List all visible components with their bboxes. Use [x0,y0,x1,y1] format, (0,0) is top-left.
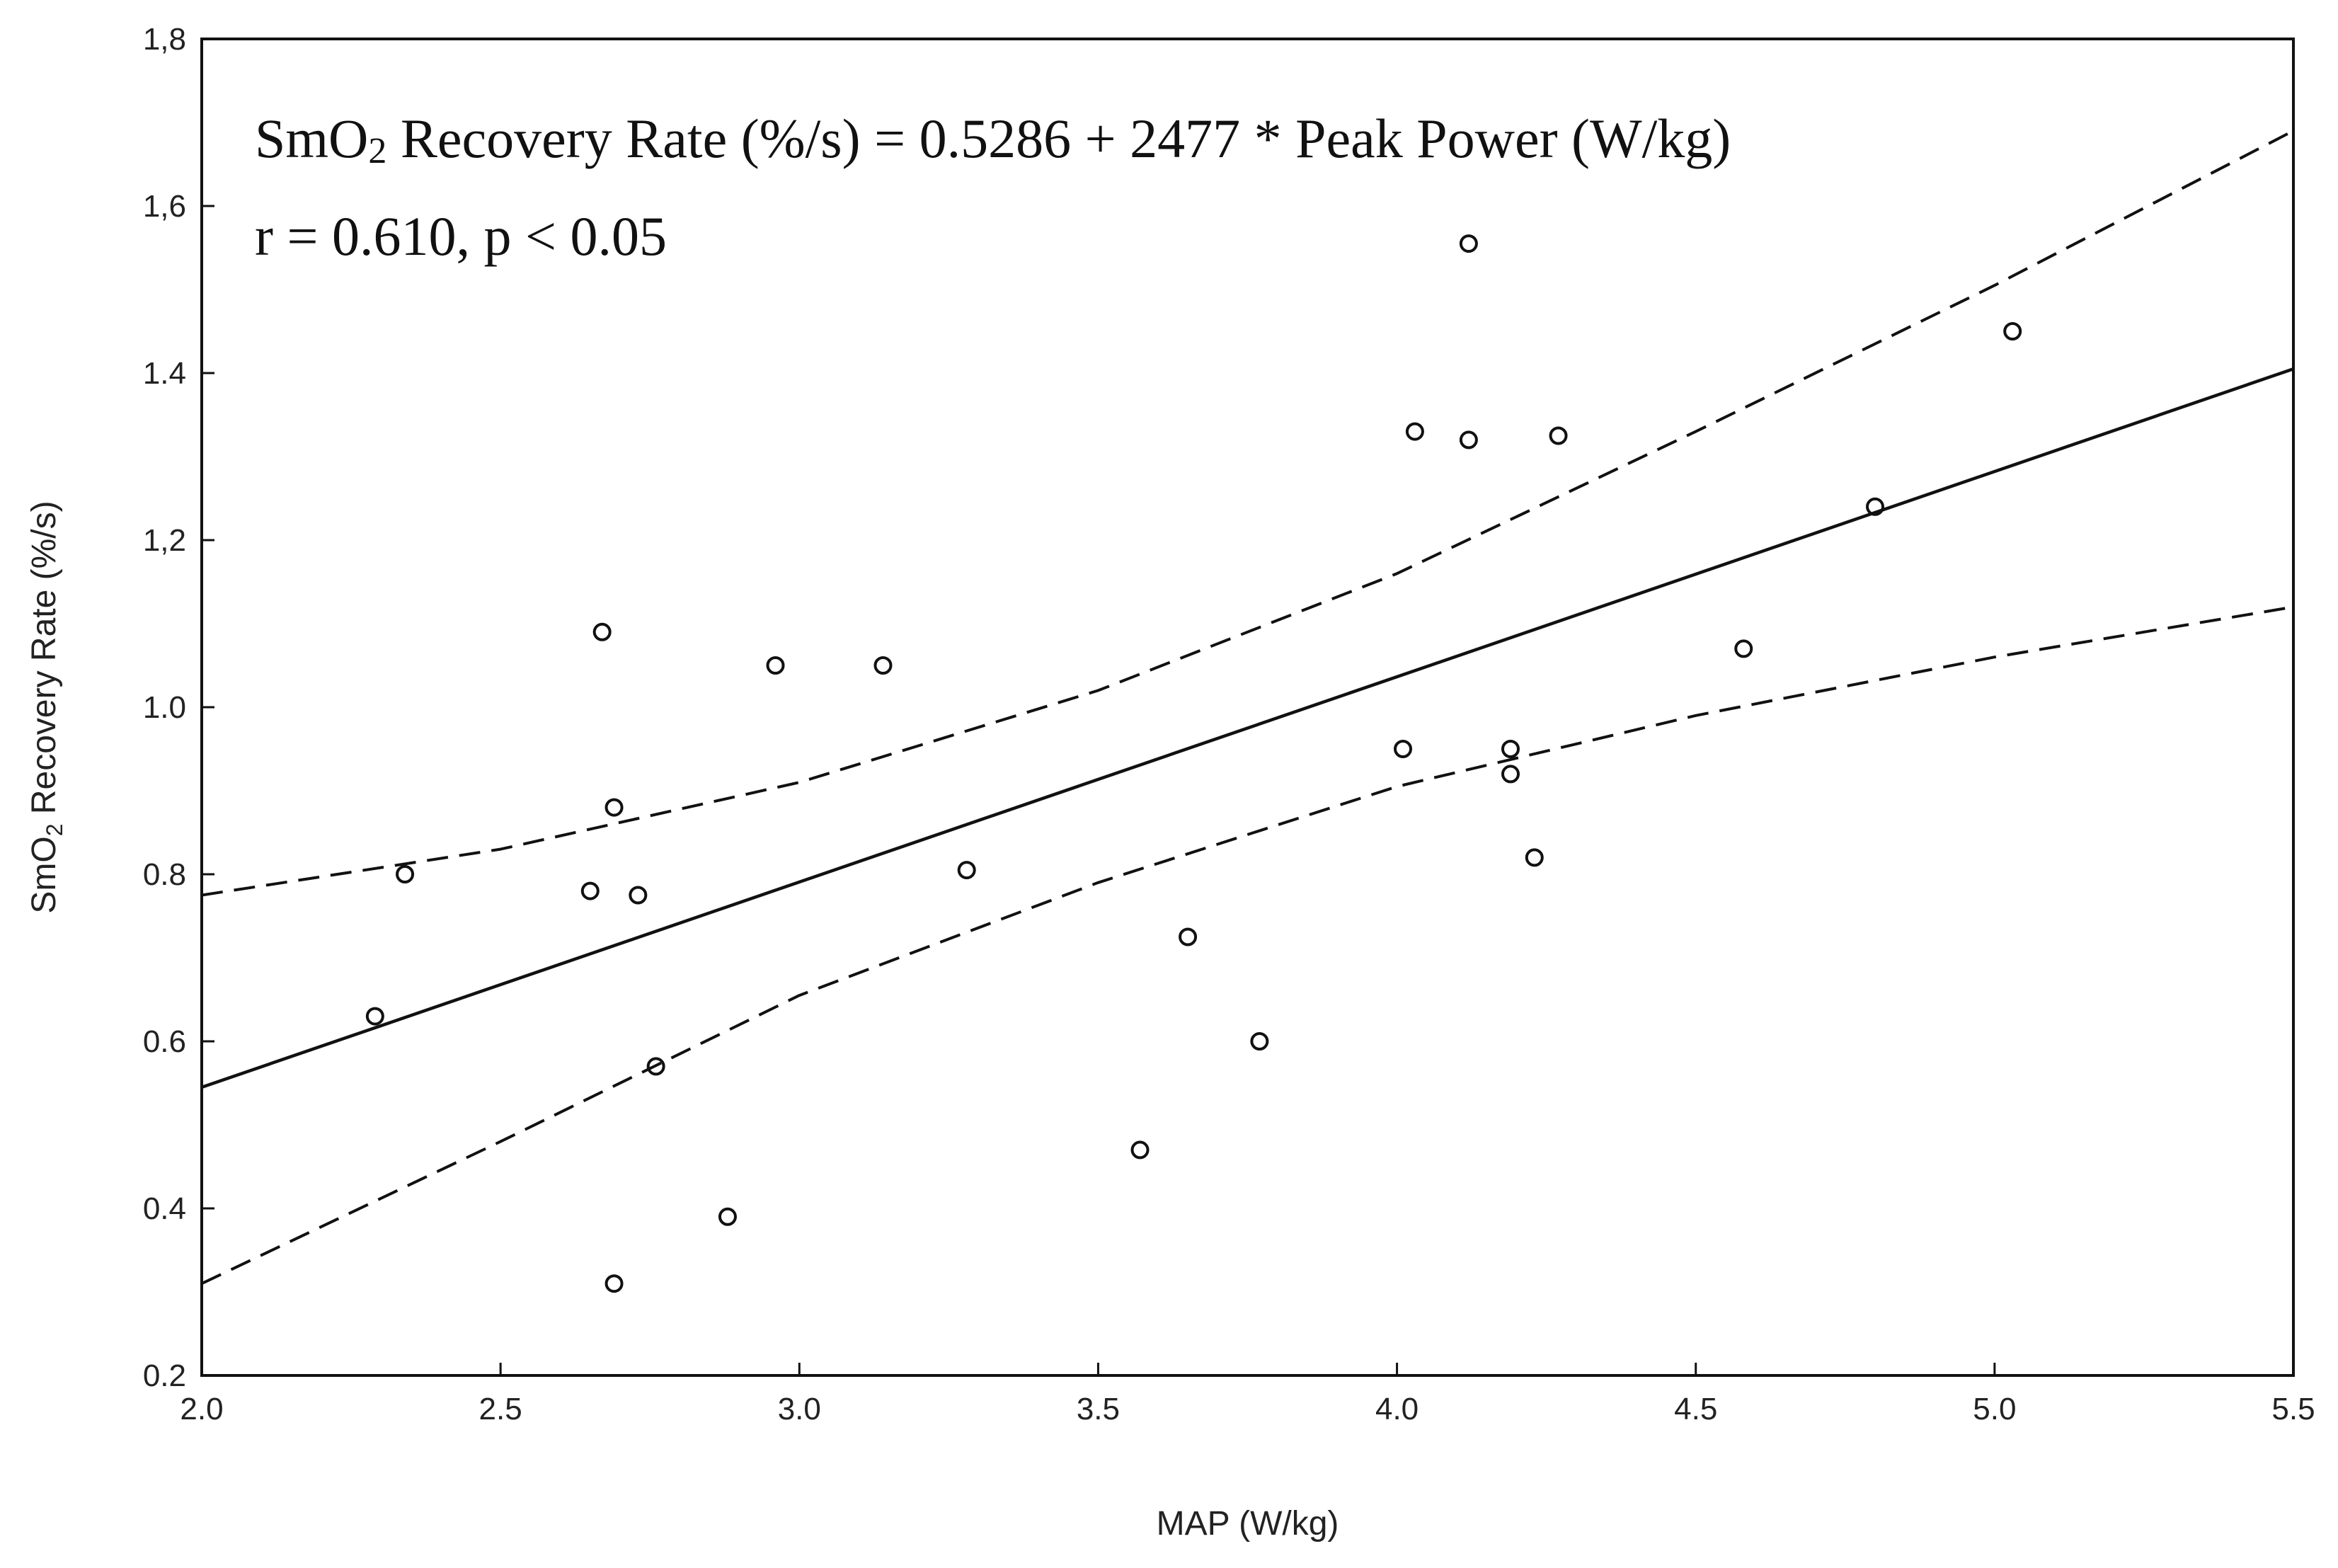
y-axis-label-subscript: 2 [42,823,67,836]
y-tick-label: 1,2 [143,523,186,558]
axis-layer: 2.0 2.5 3.0 3.5 4.0 4.5 5.0 5.5 0.2 0.4 0.6 0.8 1.0 1… [25,22,2315,1543]
x-tick-label: 2.0 [180,1392,223,1426]
y-tick-label: 1,6 [143,189,186,224]
scatter-point [629,886,648,905]
scatter-point [604,798,624,817]
scatter-point [396,865,415,883]
scatter-point [580,881,600,900]
y-tick-label: 1.0 [143,690,186,725]
scatter-point [1501,765,1520,784]
scatter-point [957,861,976,880]
regression-line [202,367,2293,1089]
scatter-point [1734,639,1753,658]
equation-prefix: SmO [255,108,368,169]
y-axis-label-main: SmO [25,836,63,913]
upper-confidence-band [202,130,2293,897]
scatter-point [873,656,893,675]
scatter-point [1459,430,1478,450]
scatter-point [1394,740,1413,758]
lower-confidence-band [202,605,2293,1286]
plot-layer [202,130,2293,1293]
scatter-points [365,234,2022,1293]
scatter-point [1130,1140,1150,1160]
scatter-point [1179,927,1198,946]
equation-rest: Recovery Rate (%/s) = 0.5286 + 2477 * Pe… [386,108,1731,169]
x-tick-label: 4.5 [1674,1392,1717,1426]
scatter-point [365,1007,384,1026]
x-tick-label: 3.0 [778,1392,821,1426]
y-tick-label: 0.4 [143,1191,186,1226]
scatter-point [1459,234,1478,253]
x-tick-label: 3.5 [1077,1392,1120,1426]
stats-annotation: r = 0.610, p < 0.05 [255,205,667,267]
scatter-point [1549,426,1568,445]
y-tick-label: 0.8 [143,857,186,892]
y-tick-label: 1,8 [143,22,186,57]
scatter-point [1250,1032,1269,1051]
scatter-point [2003,322,2022,341]
y-axis-label-rest: Recovery Rate (%/s) [25,500,63,823]
x-axis-label: MAP (W/kg) [1157,1505,1339,1543]
scatter-point [718,1207,737,1226]
x-tick-label: 5.0 [1973,1392,2016,1426]
scatter-point [1525,848,1544,867]
scatter-point [766,656,785,675]
y-tick-label: 0.2 [143,1358,186,1393]
y-tick-label: 0.6 [143,1024,186,1059]
equation-subscript: 2 [368,131,386,171]
x-tick-label: 2.5 [479,1392,522,1426]
scatter-point [604,1274,624,1293]
y-axis-label: SmO2 Recovery Rate (%/s) [25,500,67,913]
y-tick-label: 1.4 [143,356,186,391]
annotation-layer: SmO2 Recovery Rate (%/s) = 0.5286 + 2477… [255,108,1731,267]
scatter-point [1501,740,1520,758]
x-tick-label: 5.5 [2271,1392,2315,1426]
equation-annotation: SmO2 Recovery Rate (%/s) = 0.5286 + 2477… [255,108,1731,171]
x-tick-label: 4.0 [1375,1392,1419,1426]
scatter-point [592,622,612,641]
scatter-point [1405,422,1424,441]
